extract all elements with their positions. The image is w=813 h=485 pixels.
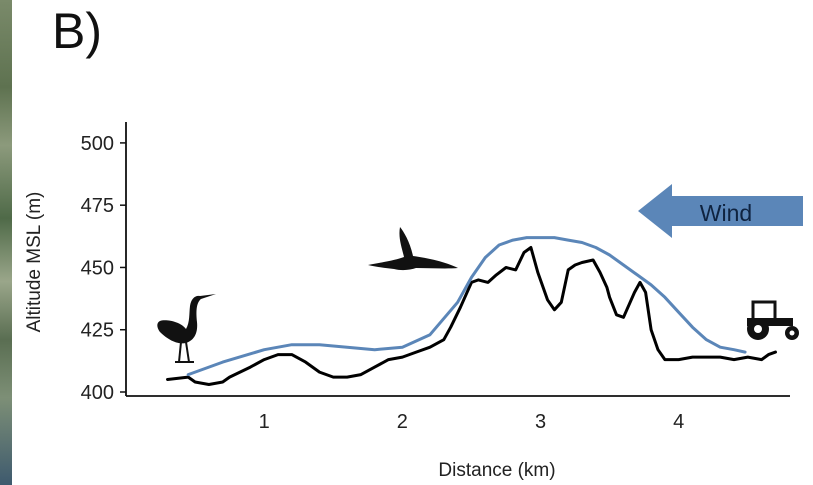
wind-arrow: Wind	[638, 184, 803, 238]
x-tick-label: 3	[535, 411, 546, 433]
x-ticks: 1 2 3 4	[259, 411, 685, 433]
flight-path-line	[186, 236, 747, 377]
series-layer	[166, 236, 777, 386]
y-axis-label: Altitude MSL (m)	[24, 192, 45, 333]
panel-label: B)	[52, 3, 102, 59]
y-tick-label: 400	[81, 382, 114, 404]
heron-icon	[157, 294, 216, 363]
axes	[125, 122, 790, 397]
y-tick-label: 425	[81, 320, 114, 342]
x-tick-label: 4	[673, 411, 684, 433]
y-tick-label: 500	[81, 133, 114, 155]
photo-strip	[0, 0, 12, 485]
y-tick-label: 450	[81, 257, 114, 279]
x-axis-label: Distance (km)	[438, 460, 555, 481]
y-ticks: 400 425 450 475 500	[81, 133, 126, 404]
y-tick-label: 475	[81, 195, 114, 217]
terrain-profile-line	[166, 246, 777, 386]
x-tick-label: 2	[397, 411, 408, 433]
tractor-icon	[747, 300, 799, 340]
wind-arrow-label: Wind	[700, 200, 752, 226]
wind-arrow-shape	[638, 184, 803, 238]
flying-crane-icon	[368, 227, 458, 271]
x-tick-label: 1	[259, 411, 270, 433]
